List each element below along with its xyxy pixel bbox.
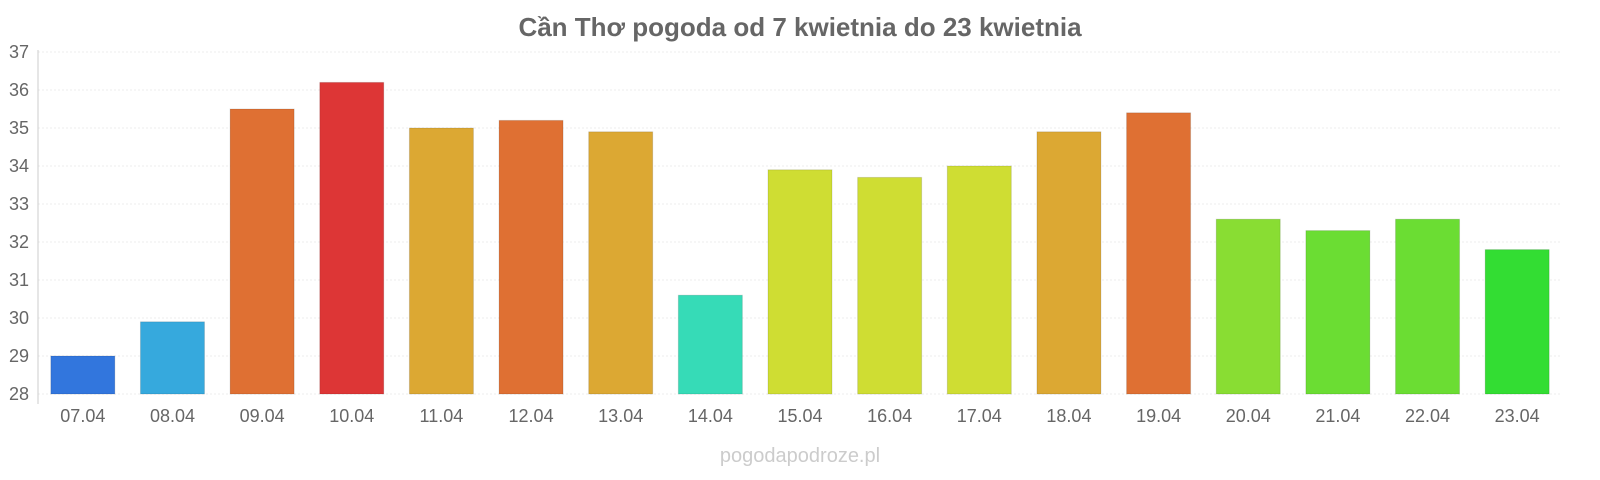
bar-19.04 xyxy=(1126,112,1192,395)
bar-18.04 xyxy=(1036,131,1102,395)
bar-10.04 xyxy=(319,81,385,395)
bar-11.04 xyxy=(408,127,474,395)
y-tick-label: 36 xyxy=(9,80,29,100)
y-tick-label: 34 xyxy=(9,156,29,176)
x-tick-label: 09.04 xyxy=(240,406,285,426)
bar-16.04 xyxy=(857,176,923,395)
bar-21.04 xyxy=(1305,230,1371,395)
bar-20.04 xyxy=(1215,218,1281,395)
y-tick-label: 30 xyxy=(9,308,29,328)
x-tick-label: 20.04 xyxy=(1226,406,1271,426)
watermark: pogodapodroze.pl xyxy=(720,445,880,467)
bar-13.04 xyxy=(588,131,654,395)
y-tick-label: 35 xyxy=(9,118,29,138)
bar-09.04 xyxy=(229,108,295,395)
x-tick-label: 07.04 xyxy=(60,406,105,426)
x-tick-label: 15.04 xyxy=(777,406,822,426)
y-tick-label: 31 xyxy=(9,270,29,290)
x-tick-label: 12.04 xyxy=(509,406,554,426)
bar-07.04 xyxy=(50,355,116,395)
bar-12.04 xyxy=(498,119,564,395)
x-tick-label: 08.04 xyxy=(150,406,195,426)
bar-14.04 xyxy=(677,294,743,395)
x-tick-label: 18.04 xyxy=(1046,406,1091,426)
x-tick-label: 14.04 xyxy=(688,406,733,426)
chart-title: Cần Thơ pogoda od 7 kwietnia do 23 kwiet… xyxy=(518,12,1082,42)
x-tick-label: 13.04 xyxy=(598,406,643,426)
x-tick-label: 17.04 xyxy=(957,406,1002,426)
bar-22.04 xyxy=(1395,218,1461,395)
x-tick-label: 21.04 xyxy=(1315,406,1360,426)
bar-08.04 xyxy=(139,321,205,395)
y-tick-label: 32 xyxy=(9,232,29,252)
x-tick-label: 16.04 xyxy=(867,406,912,426)
y-tick-label: 33 xyxy=(9,194,29,214)
y-tick-label: 28 xyxy=(9,384,29,404)
y-tick-label: 37 xyxy=(9,42,29,62)
bar-15.04 xyxy=(767,169,833,395)
x-tick-label: 10.04 xyxy=(329,406,374,426)
bar-23.04 xyxy=(1484,249,1550,395)
y-tick-label: 29 xyxy=(9,346,29,366)
x-tick-label: 11.04 xyxy=(420,406,464,426)
x-tick-label: 23.04 xyxy=(1495,406,1540,426)
x-tick-label: 22.04 xyxy=(1405,406,1450,426)
x-tick-label: 19.04 xyxy=(1136,406,1181,426)
bar-17.04 xyxy=(946,165,1012,395)
